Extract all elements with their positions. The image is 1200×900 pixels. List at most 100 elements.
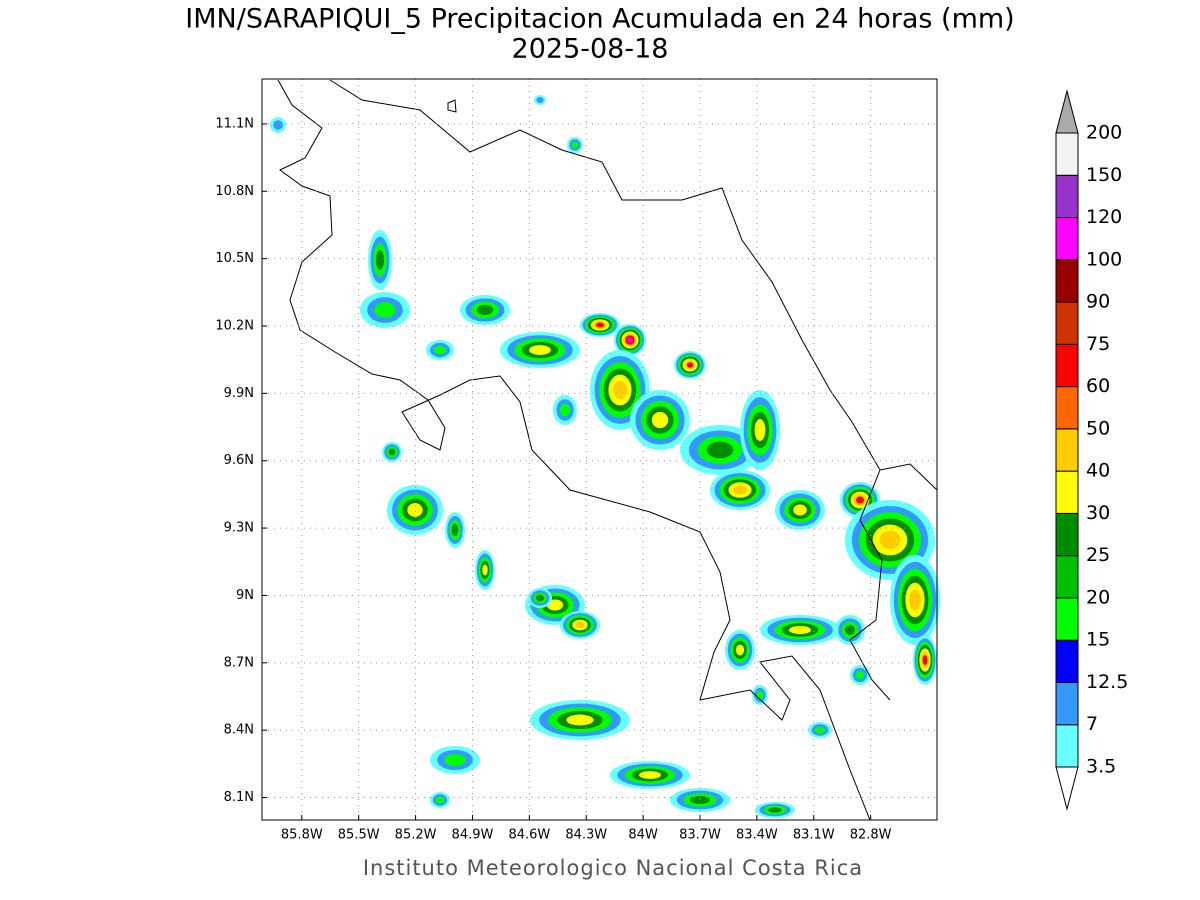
- colorbar-band: [1055, 217, 1079, 261]
- colorbar-label: 40: [1086, 460, 1110, 482]
- precip-area: [768, 807, 782, 813]
- precip-area: [435, 796, 445, 804]
- x-tick-label: 83.1W: [793, 828, 835, 843]
- colorbar-band: [1055, 597, 1079, 641]
- y-tick-label: 9.3N: [224, 521, 254, 536]
- colorbar-label: 120: [1086, 206, 1122, 228]
- y-tick-label: 8.1N: [224, 790, 254, 805]
- precip-area: [855, 670, 865, 680]
- colorbar-label: 20: [1086, 586, 1110, 608]
- colorbar-band: [1055, 555, 1079, 599]
- precip-area: [706, 441, 734, 459]
- lake: [447, 99, 457, 113]
- y-tick-label: 8.7N: [224, 655, 254, 670]
- colorbar-label: 90: [1086, 291, 1110, 313]
- colorbar-label: 60: [1086, 375, 1110, 397]
- precip-area: [546, 599, 564, 611]
- colorbar-under: [1055, 766, 1079, 811]
- colorbar-label: 25: [1086, 544, 1110, 566]
- x-tick-label: 85.2W: [395, 828, 437, 843]
- y-tick-label: 11.1N: [215, 116, 254, 131]
- y-tick-label: 8.4N: [224, 723, 254, 738]
- colorbar-band: [1055, 301, 1079, 345]
- colorbar-label: 150: [1086, 164, 1122, 186]
- colorbar-over: [1055, 89, 1079, 134]
- axes: 85.8W 85.5W 85.2W 84.9W 84.6W 84.3W 84W 83.7W 83…: [215, 79, 937, 843]
- colorbar-band: [1055, 681, 1079, 726]
- colorbar-label: 7: [1086, 713, 1098, 735]
- colorbar: 3.5 7 12.5 15 20 25 30 40 50 60 75 90 100 120 150 200: [1055, 89, 1128, 811]
- precipitation-field: [270, 95, 940, 818]
- y-tick-label: 9N: [236, 588, 254, 603]
- colorbar-band: [1055, 512, 1079, 557]
- precip-area: [909, 589, 921, 611]
- precip-area: [754, 419, 766, 441]
- x-tick-label: 82.8W: [850, 828, 892, 843]
- x-tick-label: 83.4W: [736, 828, 778, 843]
- colorbar-band: [1055, 724, 1079, 768]
- y-tick-label: 10.8N: [215, 184, 254, 199]
- precip-area: [374, 302, 396, 318]
- colorbar-label: 15: [1086, 629, 1110, 651]
- x-tick-label: 83.7W: [679, 828, 721, 843]
- colorbar-label: 12.5: [1086, 671, 1128, 693]
- x-tick-label: 85.8W: [281, 828, 323, 843]
- colorbar-label: 200: [1086, 122, 1122, 144]
- x-tick-label: 84.9W: [452, 828, 494, 843]
- colorbar-label: 30: [1086, 502, 1110, 524]
- precip-area: [651, 411, 669, 429]
- precip-area: [856, 496, 864, 504]
- precip-area: [376, 250, 384, 270]
- precip-area: [434, 345, 446, 355]
- precip-area: [627, 337, 633, 343]
- y-tick-label: 10.5N: [215, 251, 254, 266]
- caribbean-coast: [329, 79, 938, 491]
- precip-area: [733, 485, 747, 495]
- precip-area: [566, 714, 594, 726]
- colorbar-band: [1055, 470, 1079, 514]
- colorbar-label: 100: [1086, 248, 1122, 270]
- precip-area: [735, 644, 745, 656]
- pacific-coast: [277, 79, 871, 821]
- y-tick-label: 9.9N: [224, 386, 254, 401]
- x-tick-label: 85.5W: [338, 828, 380, 843]
- colorbar-band: [1055, 132, 1079, 176]
- precip-area: [444, 754, 466, 766]
- colorbar-band: [1055, 428, 1079, 472]
- border: [849, 469, 891, 701]
- precip-area: [529, 345, 551, 355]
- map-title: IMN/SARAPIQUI_5 Precipitacion Acumulada …: [185, 4, 1014, 35]
- colorbar-band: [1055, 343, 1079, 388]
- footer: Instituto Meteorologico Nacional Costa R…: [363, 856, 863, 880]
- precip-area: [536, 594, 544, 602]
- precip-area: [789, 625, 811, 635]
- precip-area: [575, 621, 585, 629]
- precip-area: [273, 120, 283, 130]
- precip-area: [596, 322, 604, 328]
- colorbar-band: [1055, 386, 1079, 430]
- x-tick-label: 84W: [628, 828, 658, 843]
- precip-area: [845, 625, 855, 635]
- precip-area: [756, 690, 764, 700]
- colorbar-label: 75: [1086, 333, 1110, 355]
- precip-area: [451, 524, 459, 536]
- colorbar-band: [1055, 639, 1079, 683]
- precip-area: [536, 97, 544, 103]
- colorbar-label: 3.5: [1086, 756, 1116, 778]
- precip-area: [407, 503, 423, 517]
- precip-area: [482, 564, 488, 576]
- x-tick-label: 84.6W: [508, 828, 550, 843]
- precip-area: [476, 305, 494, 315]
- colorbar-band: [1055, 259, 1079, 303]
- precip-area: [922, 655, 928, 665]
- map-date: 2025-08-18: [512, 34, 669, 65]
- map-frame: [261, 78, 938, 821]
- precip-area: [559, 403, 571, 417]
- y-tick-label: 10.2N: [215, 319, 254, 334]
- colorbar-band: [1055, 174, 1079, 219]
- coastlines: [277, 79, 938, 821]
- precip-area: [613, 380, 627, 400]
- x-tick-label: 84.3W: [565, 828, 607, 843]
- precip-area: [639, 771, 661, 779]
